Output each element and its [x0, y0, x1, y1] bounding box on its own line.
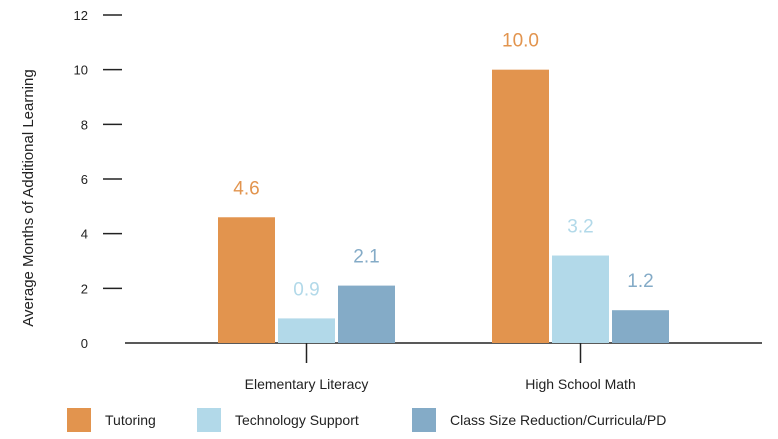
y-tick-label: 6: [81, 172, 88, 187]
legend: Tutoring Technology Support Class Size Red…: [67, 408, 666, 432]
y-tick-label: 0: [81, 336, 88, 351]
x-tick-label: High School Math: [525, 376, 636, 392]
y-axis-label: Average Months of Additional Learning: [20, 69, 37, 326]
y-tick-label: 2: [81, 281, 88, 296]
x-axis: Elementary Literacy High School Math: [245, 343, 636, 392]
legend-label: Class Size Reduction/Curricula/PD: [450, 412, 666, 428]
bar: [218, 217, 275, 343]
bar: [492, 69, 549, 344]
bar: [552, 255, 609, 343]
data-label: 3.2: [567, 217, 593, 238]
legend-swatch: [412, 408, 436, 432]
bars: 4.6 0.9 2.1 10.0 3.2 1.2: [218, 31, 669, 344]
data-label: 4.6: [233, 178, 259, 199]
bar: [338, 285, 395, 343]
data-label: 1.2: [627, 271, 653, 292]
y-tick-label: 8: [81, 117, 88, 132]
data-label: 2.1: [353, 247, 379, 268]
x-tick-label: Elementary Literacy: [245, 376, 369, 392]
legend-swatch: [67, 408, 91, 432]
y-axis: 0 2 4 6 8 10 12: [74, 8, 122, 351]
y-tick-label: 12: [74, 8, 88, 23]
data-label: 0.9: [293, 279, 319, 300]
y-tick-label: 10: [74, 63, 88, 78]
y-tick-label: 4: [81, 227, 88, 242]
legend-label: Tutoring: [105, 412, 156, 428]
bar: [278, 318, 335, 343]
legend-swatch: [197, 408, 221, 432]
legend-label: Technology Support: [235, 412, 359, 428]
data-label: 10.0: [502, 31, 539, 52]
bar: [612, 310, 669, 343]
